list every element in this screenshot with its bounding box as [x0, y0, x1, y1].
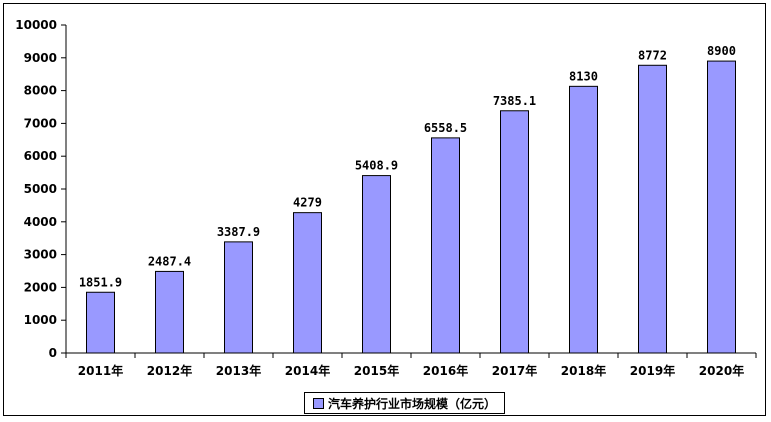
x-tick-label: 2020年	[699, 363, 744, 378]
y-tick-label: 3000	[24, 248, 57, 262]
x-tick-label: 2015年	[354, 363, 399, 378]
y-tick-label: 7000	[24, 116, 57, 130]
data-label: 7385.1	[493, 94, 536, 108]
bar	[86, 291, 115, 354]
y-tick-label: 1000	[24, 313, 57, 327]
data-label: 6558.5	[424, 121, 467, 135]
legend-swatch	[313, 397, 324, 409]
bars	[86, 60, 736, 354]
x-tick-label: 2011年	[78, 363, 123, 378]
y-tick-label: 8000	[24, 84, 57, 98]
bar	[638, 64, 667, 354]
data-labels: 1851.9 2487.4 3387.9 4279 5408.9 6558.5 7385.1…	[79, 44, 736, 289]
y-tick-label: 6000	[24, 149, 57, 163]
x-axis: 2011年 2012年 2013年 2014年 2015年 2016年 2017年 2018年…	[65, 352, 757, 378]
data-label: 8772	[638, 48, 667, 62]
y-axis: 0 1000 2000 3000 4000 5000 6000 7000 8000 9000 100…	[15, 18, 67, 360]
x-tick-label: 2014年	[285, 363, 330, 378]
data-label: 1851.9	[79, 275, 122, 289]
bar	[569, 85, 598, 354]
bar	[293, 212, 322, 354]
data-label: 3387.9	[217, 225, 260, 239]
x-tick-label: 2012年	[147, 363, 192, 378]
legend-label: 汽车养护行业市场规模（亿元）	[328, 396, 497, 411]
data-label: 2487.4	[148, 254, 191, 268]
y-tick-label: 2000	[24, 280, 57, 294]
y-tick-label: 10000	[15, 18, 57, 32]
x-tick-label: 2013年	[216, 363, 261, 378]
x-tick-label: 2019年	[630, 363, 675, 378]
x-tick-label: 2016年	[423, 363, 468, 378]
data-label: 4279	[293, 196, 322, 210]
bar	[431, 137, 460, 354]
data-label: 8900	[707, 44, 736, 58]
y-tick-label: 5000	[24, 182, 57, 196]
legend: 汽车养护行业市场规模（亿元）	[304, 392, 506, 414]
y-tick-label: 9000	[24, 51, 57, 65]
bar	[224, 241, 253, 354]
bar	[362, 175, 391, 354]
y-tick-label: 4000	[24, 215, 57, 229]
bar	[155, 270, 184, 354]
x-tick-label: 2018年	[561, 363, 606, 378]
y-tick-label: 0	[49, 346, 57, 360]
data-label: 5408.9	[355, 159, 398, 173]
bar	[707, 60, 736, 354]
data-label: 8130	[569, 69, 598, 83]
x-tick-label: 2017年	[492, 363, 537, 378]
bar	[500, 110, 529, 354]
